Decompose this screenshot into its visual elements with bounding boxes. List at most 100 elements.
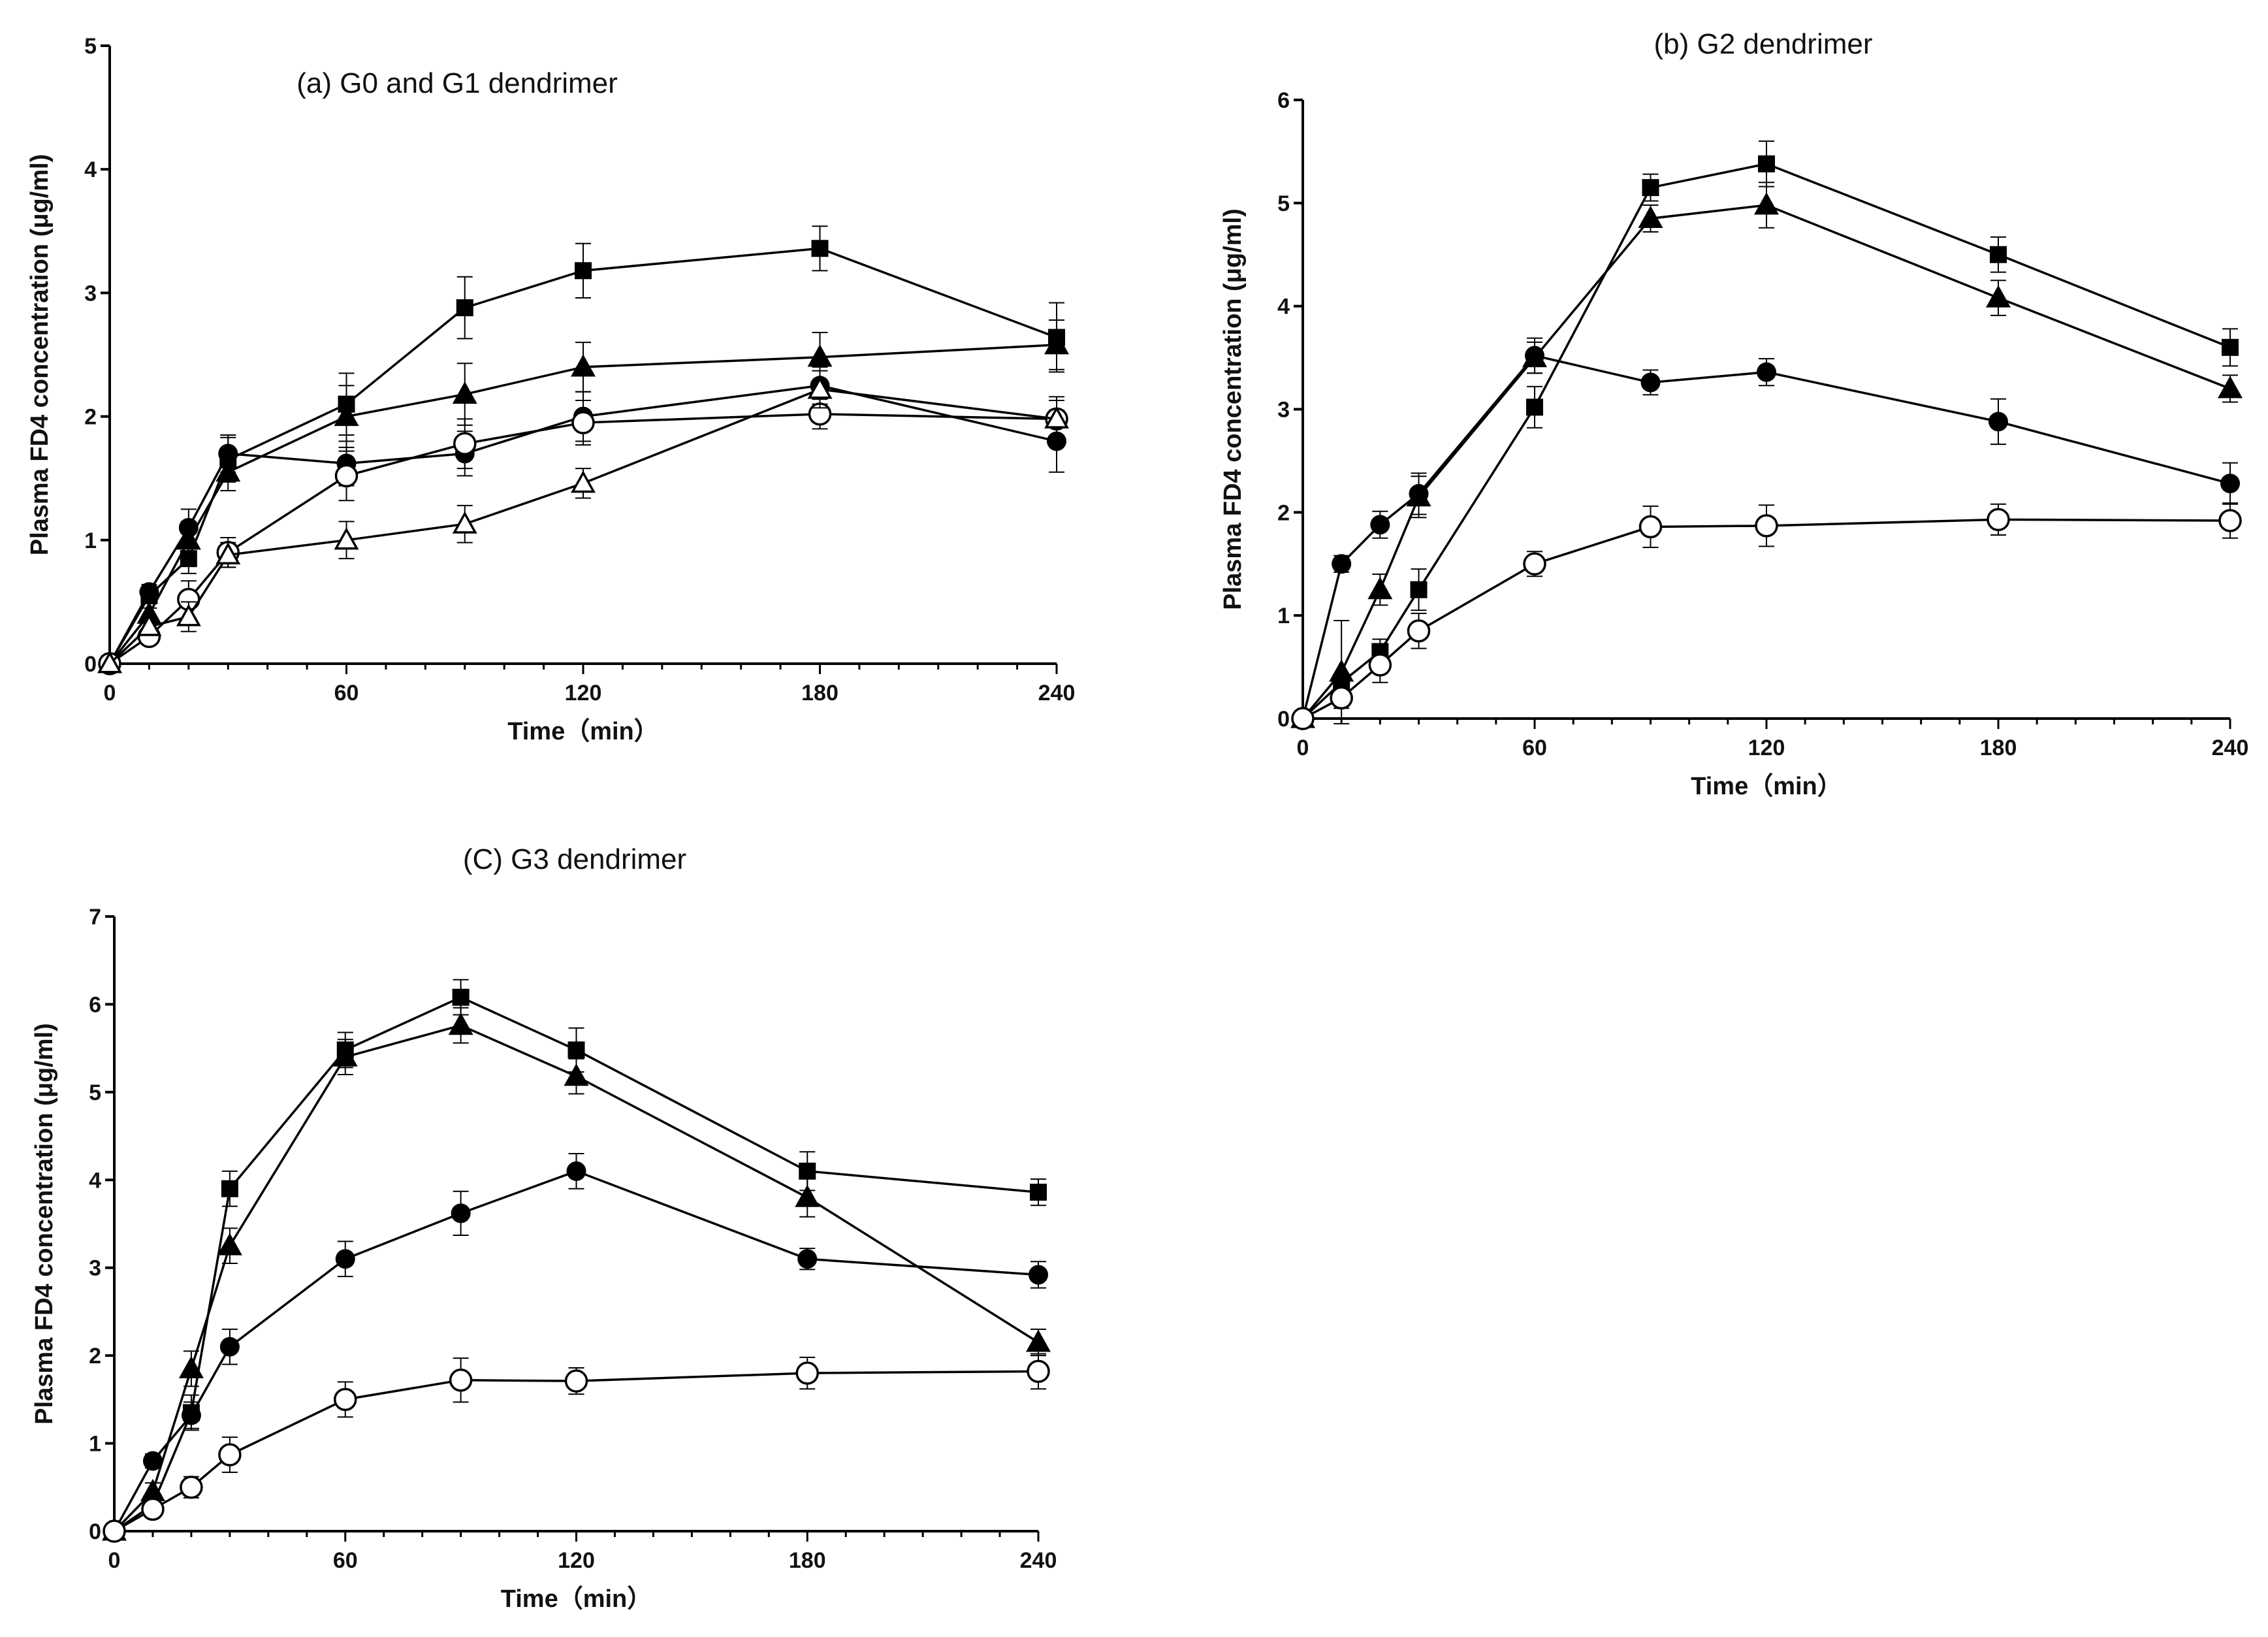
data-point — [221, 1180, 238, 1197]
data-point — [1329, 659, 1354, 682]
data-point — [451, 1203, 471, 1224]
data-point — [566, 1161, 586, 1181]
y-tick-label: 1 — [1277, 604, 1290, 628]
data-point — [1755, 514, 1778, 538]
x-tick-label: 240 — [2212, 736, 2249, 760]
data-point — [217, 1233, 242, 1256]
data-point — [1291, 707, 1315, 730]
data-point — [1754, 192, 1779, 215]
data-point — [334, 1387, 357, 1412]
x-tick-label: 60 — [1522, 736, 1547, 760]
y-tick-label: 0 — [89, 1519, 101, 1544]
y-tick-label: 6 — [89, 992, 101, 1017]
x-axis-label: Time（min） — [501, 1585, 652, 1613]
data-point — [1330, 686, 1353, 710]
data-point — [178, 517, 199, 538]
data-point — [103, 1519, 126, 1543]
x-tick-label: 180 — [801, 681, 839, 705]
data-point — [1642, 179, 1659, 197]
data-point — [335, 1249, 355, 1269]
x-tick-label: 60 — [333, 1548, 358, 1573]
y-tick-label: 0 — [1277, 707, 1290, 732]
x-tick-label: 120 — [565, 681, 602, 705]
data-point — [1407, 619, 1431, 643]
y-tick-label: 5 — [84, 34, 97, 59]
data-point — [448, 1013, 473, 1035]
data-point — [1030, 1184, 1047, 1201]
data-point — [797, 1249, 818, 1269]
data-point — [1027, 1359, 1050, 1384]
data-point — [567, 1041, 585, 1059]
y-tick-label: 2 — [1277, 500, 1290, 525]
x-tick-label: 240 — [1020, 1548, 1057, 1573]
data-point — [1044, 332, 1069, 355]
x-tick-label: 0 — [108, 1548, 121, 1573]
data-point — [181, 1405, 201, 1425]
series-line — [109, 413, 1057, 665]
y-tick-label: 7 — [89, 905, 101, 930]
data-point — [1526, 398, 1543, 416]
data-point — [807, 344, 833, 367]
series-circle-open — [1291, 502, 2242, 730]
y-tick-label: 3 — [89, 1256, 101, 1281]
series-circle-filled — [104, 1152, 1048, 1541]
data-point — [456, 299, 473, 317]
y-tick-label: 4 — [84, 157, 97, 182]
data-point — [564, 1063, 589, 1086]
panel-a: (a) G0 and G1 dendrimer 0 1 2 3 4 5 0 60 120 180 24… — [26, 34, 1075, 745]
data-point — [334, 403, 359, 427]
data-point — [1026, 1329, 1051, 1352]
y-axis-label: Plasma FD4 concentration (μg/ml) — [1219, 208, 1247, 609]
data-point — [1757, 362, 1776, 382]
data-point — [1044, 406, 1069, 429]
series-triangle-open — [97, 370, 1069, 673]
y-tick-label: 1 — [84, 528, 97, 553]
data-point — [2218, 509, 2242, 532]
x-axis-label: Time（min） — [1691, 773, 1842, 800]
data-point — [564, 1369, 588, 1393]
y-tick-label: 2 — [84, 405, 97, 430]
y-tick-label: 3 — [1277, 398, 1290, 423]
x-tick-label: 180 — [1980, 736, 2017, 760]
y-axis-label: Plasma FD4 concentration (μg/ml) — [26, 154, 54, 555]
data-point — [452, 511, 477, 534]
data-point — [218, 1443, 242, 1467]
panel-c: (C) G3 dendrimer 0 1 2 3 4 5 6 7 0 60 120 180 240 Time… — [31, 843, 1057, 1613]
data-point — [1525, 346, 1544, 366]
x-tick-label: 60 — [334, 681, 359, 705]
y-tick-label: 5 — [89, 1080, 101, 1105]
chart-title: (a) G0 and G1 dendrimer — [296, 67, 618, 99]
data-point — [449, 1369, 473, 1392]
y-tick-label: 1 — [89, 1432, 101, 1457]
x-tick-label: 180 — [789, 1548, 826, 1573]
data-point — [332, 1044, 358, 1067]
series-line — [113, 1024, 1039, 1532]
series-square — [101, 225, 1065, 672]
series-line — [113, 1169, 1039, 1532]
data-point — [1523, 552, 1546, 575]
data-point — [140, 1478, 165, 1502]
data-point — [180, 1476, 203, 1499]
series-square — [1294, 140, 2239, 727]
data-point — [219, 1337, 240, 1357]
data-point — [334, 527, 359, 550]
data-point — [139, 582, 159, 602]
data-point — [1368, 653, 1392, 677]
data-point — [216, 542, 241, 565]
series-triangle — [102, 1007, 1051, 1541]
data-point — [218, 444, 238, 464]
y-axis-label: Plasma FD4 concentration (μg/ml) — [31, 1023, 58, 1424]
chart-title: (b) G2 dendrimer — [1653, 28, 1872, 60]
data-point — [452, 988, 470, 1006]
data-point — [2218, 376, 2243, 398]
series-triangle — [1290, 182, 2243, 728]
data-point — [571, 470, 596, 493]
data-point — [795, 1184, 820, 1207]
data-point — [1029, 1265, 1048, 1285]
data-point — [575, 262, 592, 280]
data-point — [97, 651, 122, 673]
data-point — [1332, 554, 1352, 574]
x-tick-label: 240 — [1038, 681, 1076, 705]
